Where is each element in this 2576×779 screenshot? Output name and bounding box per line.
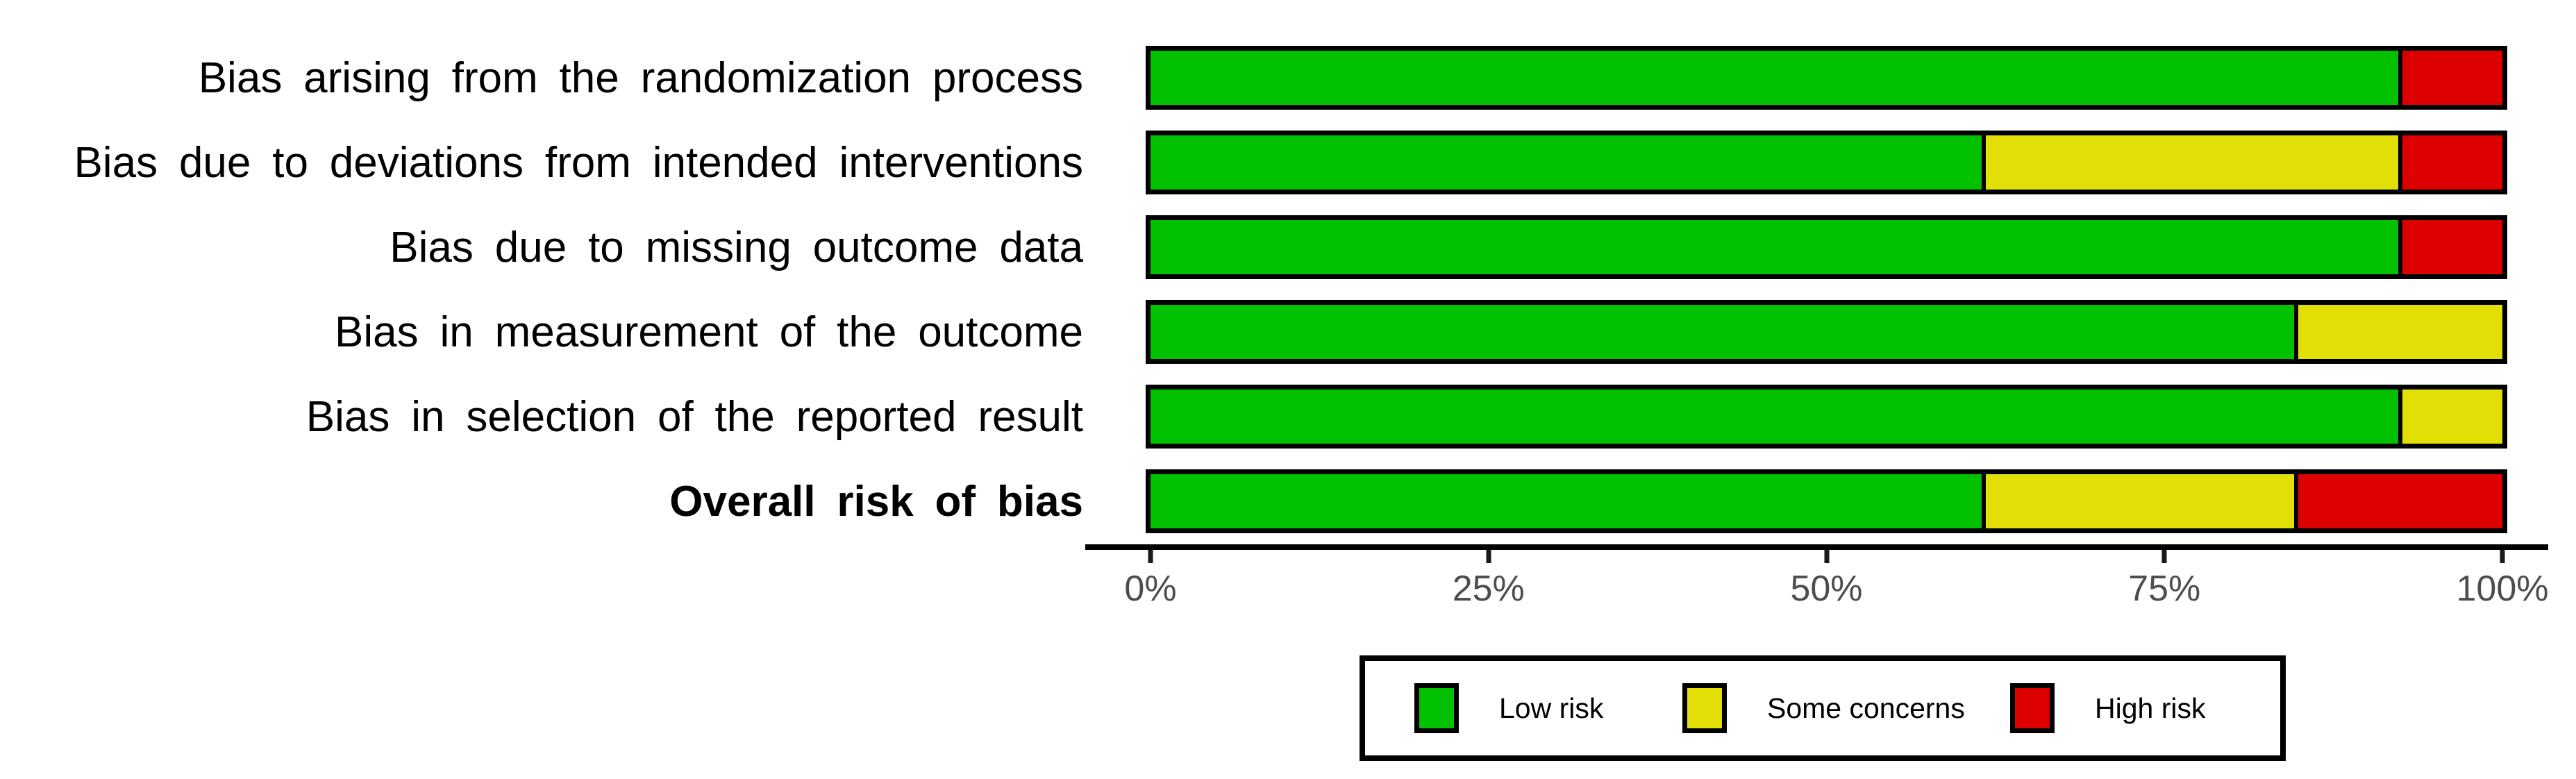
- category-label: Bias in selection of the reported result: [306, 392, 1083, 441]
- legend-item-high-risk: High risk: [2010, 661, 2205, 755]
- bar-track: [1146, 385, 2507, 449]
- x-tick-label: 0%: [1124, 569, 1177, 609]
- bar-segment-low-risk: [1151, 390, 2399, 444]
- category-label: Bias due to missing outcome data: [390, 223, 1083, 271]
- bar-segment-high-risk: [2398, 51, 2502, 105]
- category-label: Overall risk of bias: [669, 477, 1083, 526]
- x-tick-mark: [1148, 550, 1153, 563]
- bar-segment-low-risk: [1151, 220, 2399, 274]
- x-axis-line: [1085, 544, 2548, 550]
- legend-item-low-risk: Low risk: [1414, 661, 1603, 755]
- low-risk-swatch-icon: [1414, 683, 1459, 733]
- bar-segment-low-risk: [1151, 474, 1982, 528]
- bar-track: [1146, 46, 2507, 110]
- bar-track: [1146, 469, 2507, 533]
- x-tick-mark: [1486, 550, 1491, 563]
- x-tick-mark: [1824, 550, 1829, 563]
- legend-label: Low risk: [1499, 692, 1604, 724]
- bar-track: [1146, 215, 2507, 279]
- category-label: Bias arising from the randomization proc…: [198, 53, 1083, 102]
- bar-segment-low-risk: [1151, 51, 2399, 105]
- x-tick-label: 100%: [2456, 569, 2549, 609]
- bar-segment-some-concerns: [1982, 474, 2295, 528]
- x-tick-label: 50%: [1790, 569, 1863, 609]
- x-tick-label: 75%: [2128, 569, 2201, 609]
- bar-track: [1146, 300, 2507, 364]
- high-risk-swatch-icon: [2010, 683, 2055, 733]
- bar-segment-high-risk: [2294, 474, 2502, 528]
- legend-label: Some concerns: [1767, 692, 1965, 724]
- category-label: Bias in measurement of the outcome: [335, 308, 1083, 356]
- legend-item-some-concerns: Some concerns: [1682, 661, 1965, 755]
- bar-track: [1146, 131, 2507, 194]
- legend-label: High risk: [2095, 692, 2206, 724]
- x-tick-mark: [2161, 550, 2167, 563]
- bar-segment-low-risk: [1151, 135, 1982, 190]
- bar-segment-some-concerns: [2398, 390, 2502, 444]
- some-concerns-swatch-icon: [1682, 683, 1727, 733]
- bar-segment-some-concerns: [2294, 305, 2502, 359]
- x-tick-label: 25%: [1452, 569, 1525, 609]
- bar-segment-high-risk: [2398, 135, 2502, 190]
- bar-segment-some-concerns: [1982, 135, 2399, 190]
- x-tick-mark: [2500, 550, 2505, 563]
- bar-segment-high-risk: [2398, 220, 2502, 274]
- legend: Low risk Some concerns High risk: [1360, 655, 2286, 761]
- category-label: Bias due to deviations from intended int…: [74, 138, 1083, 187]
- bar-segment-low-risk: [1151, 305, 2295, 359]
